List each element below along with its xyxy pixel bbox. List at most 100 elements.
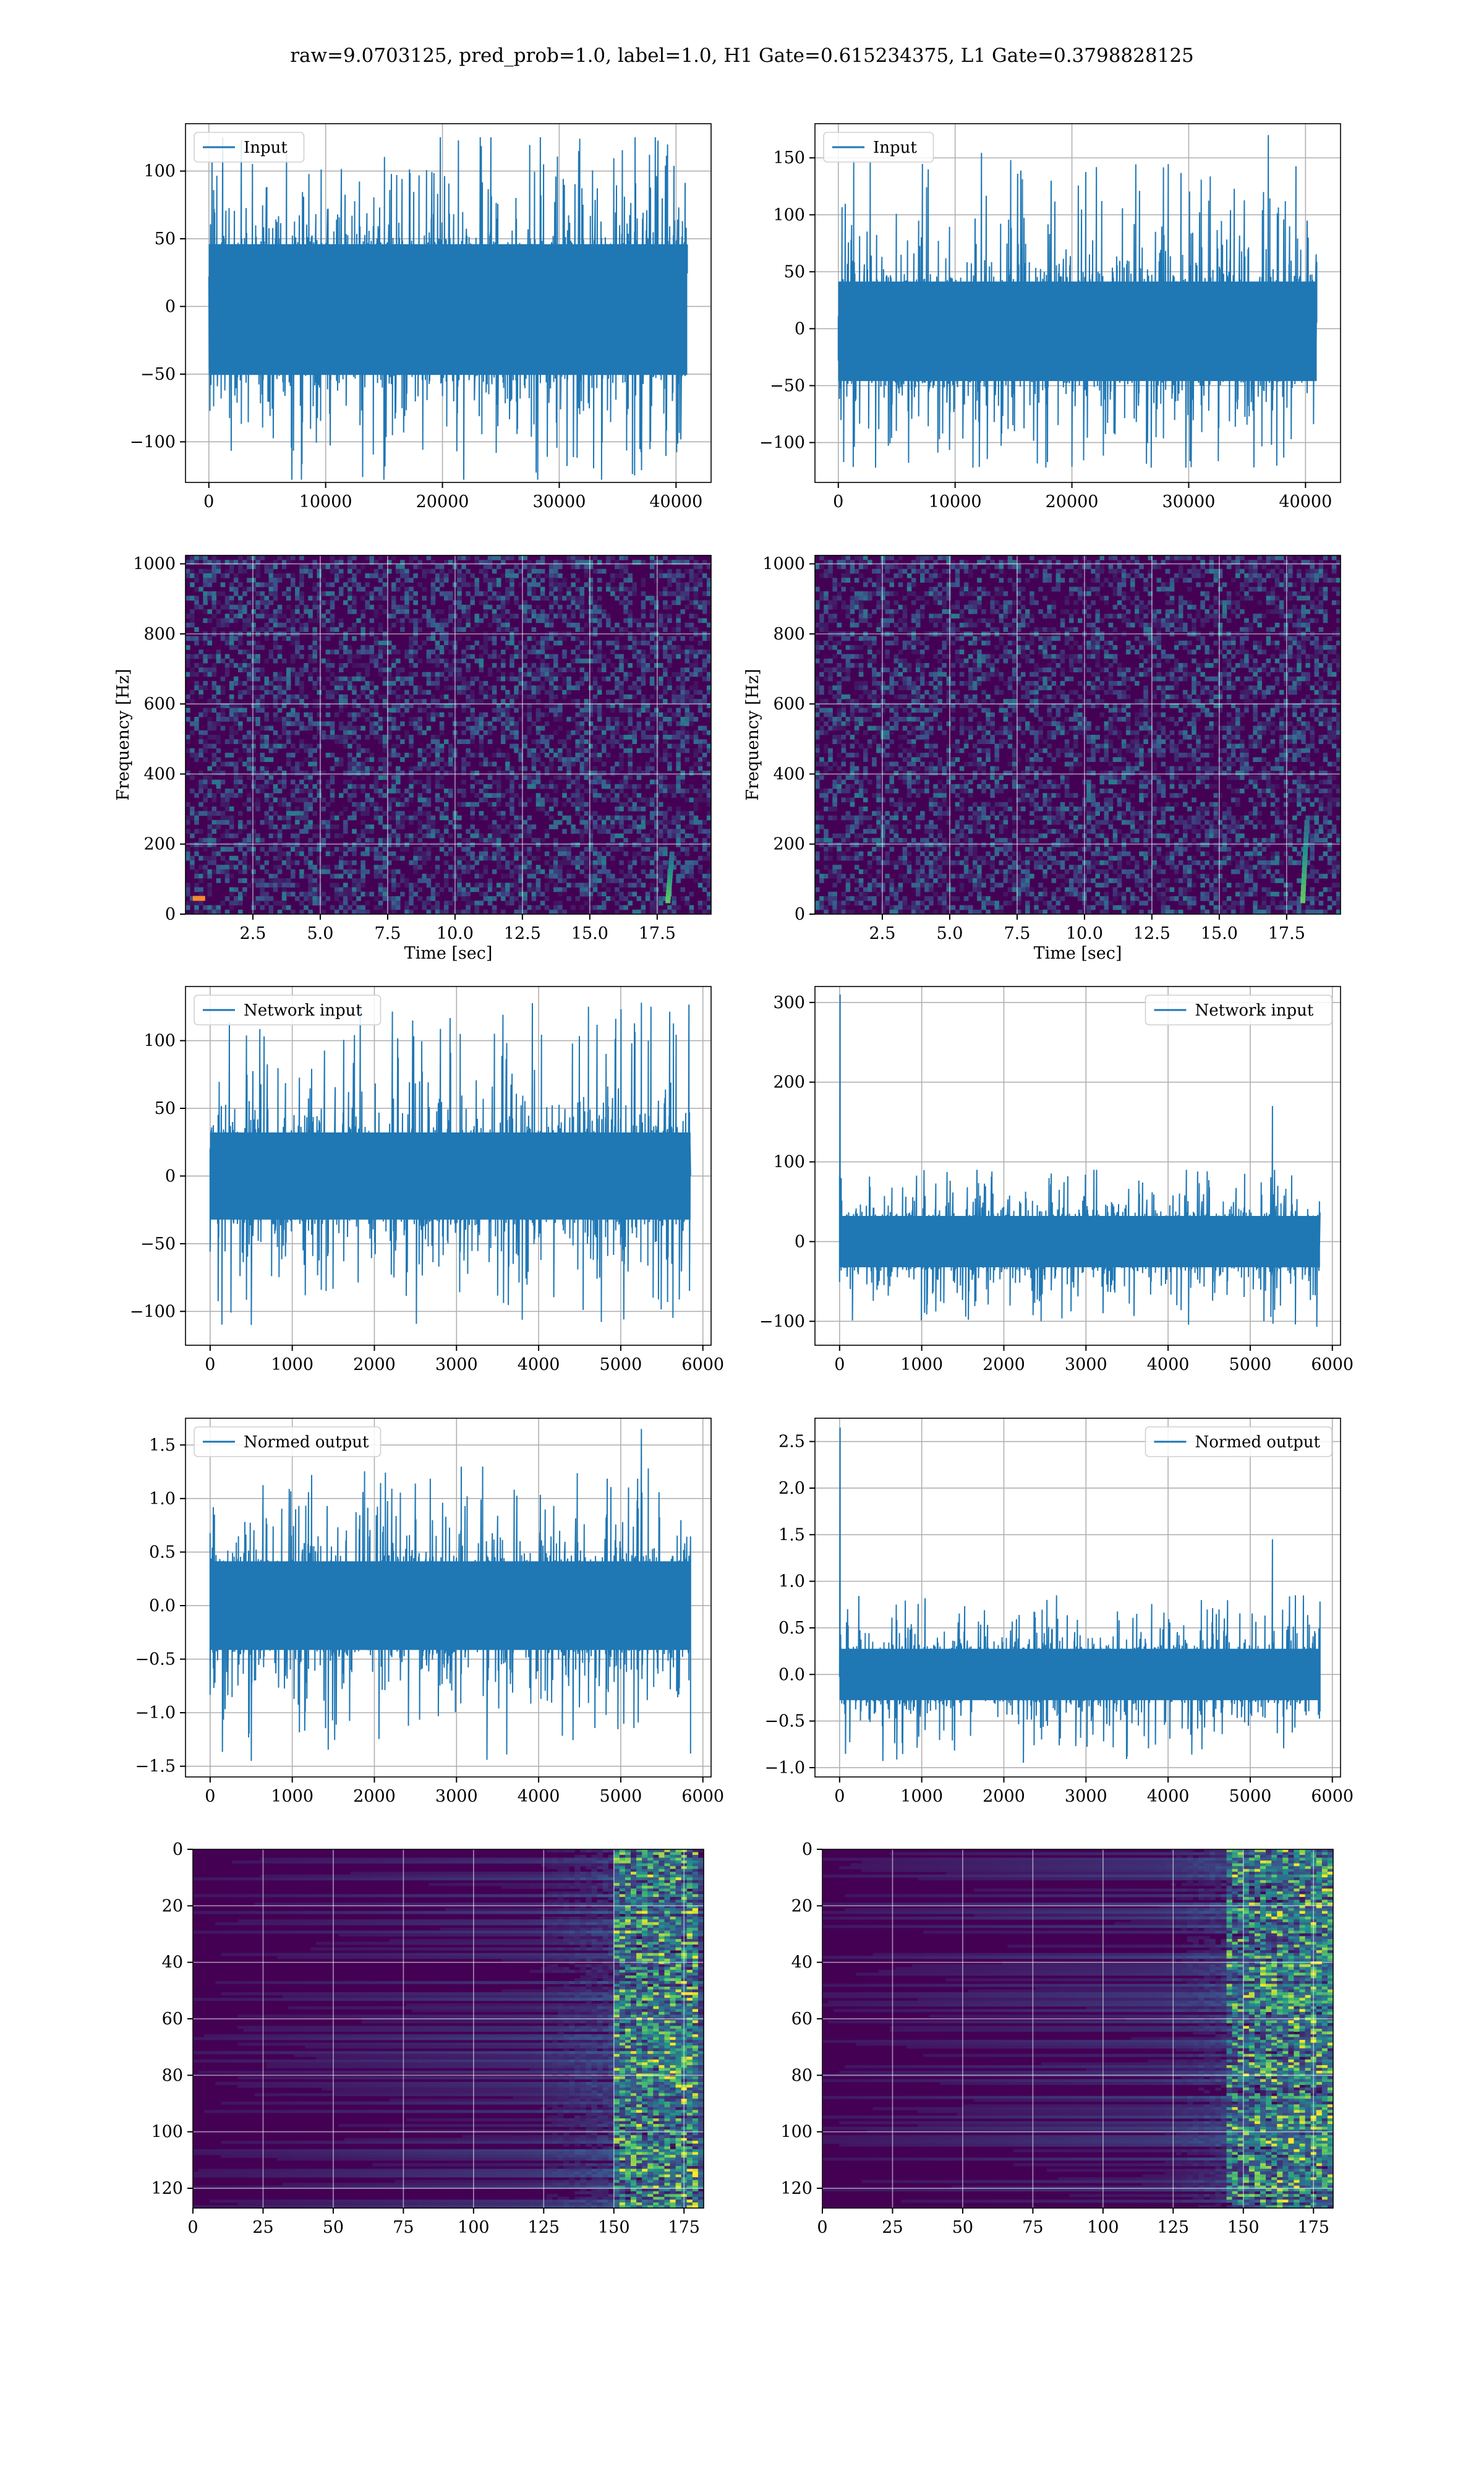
heatmap-cell (382, 649, 388, 654)
heatmap-cell (548, 779, 554, 785)
heatmap-cell (295, 761, 300, 767)
heatmap-cell (535, 905, 541, 910)
heatmap-cell (396, 905, 401, 910)
heatmap-cell (641, 604, 646, 610)
heatmap-cell (198, 771, 203, 776)
heatmap-cell (426, 901, 432, 905)
heatmap-cell (562, 690, 567, 695)
heatmap-cell (579, 564, 585, 570)
y-tick-label: −100 (759, 434, 805, 453)
heatmap-cell (334, 596, 339, 601)
heatmap-cell (584, 649, 589, 654)
heatmap-cell (680, 865, 685, 870)
heatmap-cell (198, 636, 203, 641)
heatmap-cell (649, 820, 655, 825)
heatmap-cell (360, 820, 365, 825)
heatmap-cell (654, 717, 659, 722)
heatmap-cell (386, 878, 392, 883)
heatmap-cell (400, 582, 405, 588)
heatmap-cell (373, 784, 379, 789)
heatmap-cell (224, 640, 230, 646)
heatmap-cell (535, 717, 541, 722)
heatmap-cell (386, 568, 392, 574)
heatmap-cell (404, 842, 409, 847)
heatmap-cell (211, 600, 217, 606)
y-tick-label: 400 (143, 764, 176, 784)
heatmap-cell (518, 824, 523, 829)
heatmap-cell (663, 775, 668, 780)
heatmap-cell (597, 873, 602, 879)
heatmap-cell (654, 811, 659, 816)
heatmap-cell (579, 905, 585, 910)
heatmap-cell (636, 851, 642, 857)
heatmap-cell (659, 591, 663, 596)
heatmap-cell (641, 815, 646, 821)
heatmap-cell (396, 833, 401, 839)
heatmap-cell (672, 636, 676, 641)
heatmap-cell (281, 703, 287, 708)
heatmap-cell (268, 909, 274, 915)
heatmap-cell (268, 833, 274, 839)
heatmap-cell (190, 568, 195, 574)
heatmap-cell (470, 802, 475, 807)
heatmap-cell (610, 672, 615, 677)
heatmap-cell (247, 663, 252, 668)
chirp-cell (666, 886, 672, 893)
heatmap-cell (514, 775, 519, 780)
heatmap-cell (815, 869, 820, 875)
heatmap-cell (203, 708, 208, 713)
heatmap-cell (378, 591, 383, 596)
heatmap-cell (571, 555, 576, 560)
heatmap-cell (439, 775, 445, 780)
heatmap-cell (325, 627, 331, 632)
heatmap-cell (628, 873, 633, 879)
heatmap-cell (211, 726, 217, 731)
heatmap-cell (676, 789, 681, 794)
heatmap-cell (535, 883, 541, 888)
heatmap-cell (369, 604, 375, 610)
heatmap-cell (348, 797, 352, 803)
heatmap-cell (198, 811, 203, 816)
heatmap-cell (229, 905, 234, 910)
y-tick-label: 100 (773, 205, 805, 225)
heatmap-cell (562, 739, 567, 744)
heatmap-cell (242, 887, 247, 892)
heatmap-cell (233, 586, 239, 592)
heatmap-cell (308, 748, 313, 753)
heatmap-cell (207, 775, 212, 780)
heatmap-cell (233, 896, 239, 901)
heatmap-cell (514, 676, 519, 682)
heatmap-cell (684, 703, 690, 708)
heatmap-cell (321, 618, 326, 623)
heatmap-cell (535, 676, 541, 682)
heatmap-cell (211, 721, 217, 726)
heatmap-cell (260, 896, 265, 901)
heatmap-cell (628, 645, 633, 650)
heatmap-cell (828, 573, 833, 578)
heatmap-cell (229, 891, 234, 897)
heatmap-cell (338, 618, 344, 623)
heatmap-cell (216, 739, 221, 744)
heatmap-cell (566, 753, 571, 758)
heatmap-cell (483, 564, 488, 570)
heatmap-cell (373, 685, 379, 690)
heatmap-cell (649, 560, 655, 565)
heatmap-cell (514, 883, 519, 888)
heatmap-cell (317, 614, 322, 618)
heatmap-cell (238, 694, 243, 700)
heatmap-cell (562, 614, 567, 618)
heatmap-cell (659, 802, 663, 807)
heatmap-cell (706, 909, 712, 915)
heatmap-cell (457, 591, 462, 596)
heatmap-cell (396, 820, 401, 825)
heatmap-cell (268, 568, 274, 574)
heatmap-cell (676, 824, 681, 829)
heatmap-cell (439, 847, 445, 852)
heatmap-cell (343, 645, 348, 650)
heatmap-cell (680, 815, 685, 821)
heatmap-cell (207, 815, 212, 821)
heatmap-cell (216, 717, 221, 722)
heatmap-cell (466, 860, 471, 865)
heatmap-cell (672, 712, 676, 717)
heatmap-cell (606, 829, 611, 834)
